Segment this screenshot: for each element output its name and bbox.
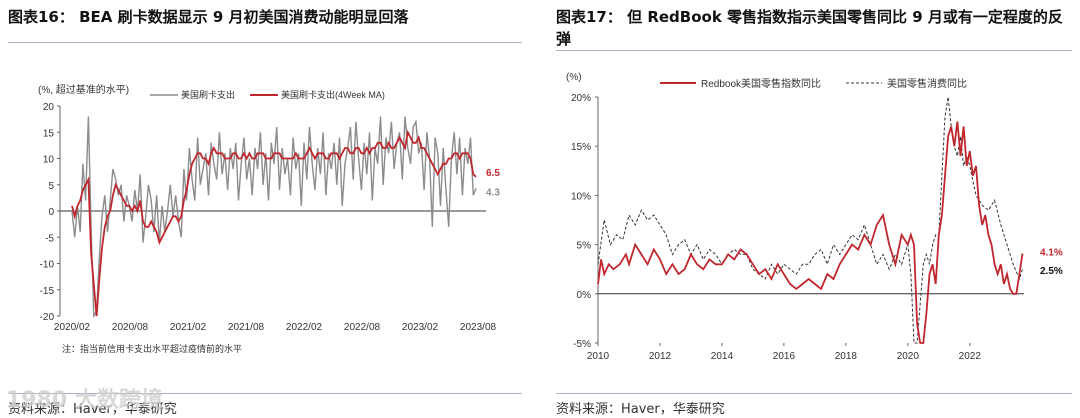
left-source: 资料来源：Haver，华泰研究 <box>8 402 177 417</box>
left-title-rule <box>8 42 522 43</box>
left-x-tick-label: 2023/08 <box>460 322 497 333</box>
right-series-retail-line <box>597 96 1023 344</box>
left-series-weekly-line <box>71 116 477 319</box>
right-source-rule <box>556 393 1072 394</box>
right-redbook-end-label: 4.1% <box>1040 247 1063 258</box>
right-series-redbook-line <box>597 121 1024 344</box>
left-legend-ma-label: 美国刷卡支出(4Week MA) <box>281 89 385 100</box>
left-chart-panel: 图表16： BEA 刷卡数据显示 9 月初美国消费动能明显回落 (%, 超过基准… <box>0 0 530 418</box>
left-chart-note: 注：指当前信用卡支出水平超过疫情前的水平 <box>62 343 242 354</box>
watermark: 1980 大数跨境 <box>6 388 163 413</box>
left-y-tick-label: -5 <box>45 233 54 244</box>
left-y-axis-label: (%, 超过基准的水平) <box>38 83 129 96</box>
right-x-tick-label: 2010 <box>587 351 610 362</box>
right-figure-title: 图表17： 但 RedBook 零售指数指示美国零售同比 9 月或有一定程度的反… <box>556 8 1063 48</box>
right-retail-end-label: 2.5% <box>1040 266 1063 277</box>
right-y-tick-label: 5% <box>577 241 592 252</box>
left-y-tick-label: -10 <box>40 260 55 271</box>
left-x-tick-label: 2020/08 <box>112 322 149 333</box>
left-x-tick-label: 2023/02 <box>402 322 439 333</box>
left-series-ma-line <box>71 129 477 317</box>
right-x-tick-label: 2018 <box>835 351 858 362</box>
left-y-tick-label: 10 <box>43 155 55 166</box>
right-x-tick-label: 2022 <box>959 351 982 362</box>
left-y-tick-label: -20 <box>40 312 55 323</box>
left-x-tick-label: 2021/02 <box>170 322 207 333</box>
right-legend-retail-label: 美国零售消费同比 <box>887 77 967 90</box>
right-x-tick-label: 2014 <box>711 351 734 362</box>
right-y-tick-label: 15% <box>571 142 591 153</box>
right-x-tick-label: 2016 <box>773 351 796 362</box>
right-y-axis-label: (%) <box>566 72 582 83</box>
right-legend-redbook-label: Redbook美国零售指数同比 <box>701 77 821 90</box>
left-x-tick-label: 2021/08 <box>228 322 265 333</box>
left-x-tick-label: 2020/02 <box>54 322 91 333</box>
right-title-rule <box>556 50 1072 51</box>
right-x-tick-label: 2012 <box>649 351 672 362</box>
right-y-tick-label: 0% <box>577 290 592 301</box>
right-source: 资料来源：Haver，华泰研究 <box>556 402 725 417</box>
left-y-tick-label: 0 <box>48 207 54 218</box>
left-legend-weekly-label: 美国刷卡支出 <box>181 89 235 100</box>
left-y-tick-label: 20 <box>43 102 55 113</box>
left-x-tick-label: 2022/02 <box>286 322 323 333</box>
right-chart: (%) 20% 15% 10% 5% 0% -5%2010 2012 2014 2016 2018 2… <box>566 72 1063 362</box>
left-y-tick-label: 15 <box>43 128 55 139</box>
left-weekly-end-label: 4.3 <box>486 187 500 198</box>
right-chart-panel: 图表17： 但 RedBook 零售指数指示美国零售同比 9 月或有一定程度的反… <box>548 0 1080 418</box>
right-y-tick-label: -5% <box>573 339 591 350</box>
right-x-tick-label: 2020 <box>897 351 920 362</box>
left-y-tick-label: -15 <box>40 286 55 297</box>
left-source-rule <box>8 393 522 394</box>
left-ma-end-label: 6.5 <box>486 168 500 179</box>
right-y-tick-label: 10% <box>571 191 591 202</box>
left-y-tick-label: 5 <box>48 181 54 192</box>
left-x-tick-label: 2022/08 <box>344 322 381 333</box>
left-figure-title: 图表16： BEA 刷卡数据显示 9 月初美国消费动能明显回落 <box>8 8 409 26</box>
right-y-tick-label: 20% <box>571 93 591 104</box>
